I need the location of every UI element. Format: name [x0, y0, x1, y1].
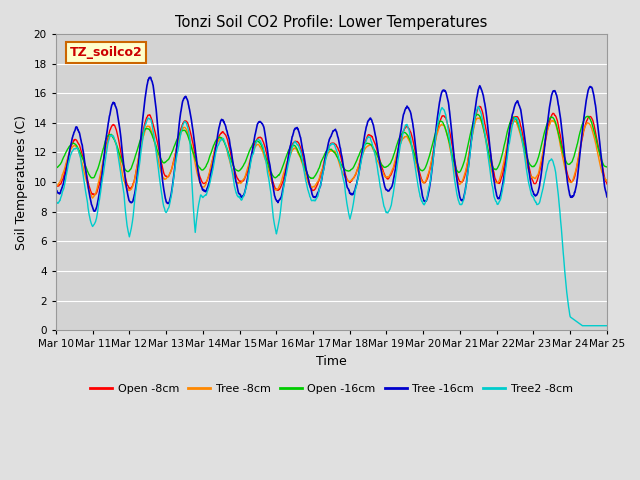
Tree -8cm	[417, 177, 425, 182]
Open -8cm	[490, 168, 497, 174]
Tree -8cm	[476, 115, 484, 121]
Open -8cm	[538, 156, 546, 162]
Open -8cm	[161, 173, 169, 179]
Tree -16cm	[603, 194, 611, 200]
Open -8cm	[603, 181, 611, 187]
Tree2 -8cm	[490, 189, 497, 194]
Tree -16cm	[538, 163, 546, 169]
Open -16cm	[538, 139, 546, 145]
Tree2 -8cm	[175, 144, 182, 150]
Open -8cm	[237, 179, 244, 184]
Open -16cm	[161, 160, 169, 166]
Tree -8cm	[52, 182, 60, 188]
Tree2 -8cm	[474, 104, 482, 109]
Line: Open -8cm: Open -8cm	[56, 107, 607, 195]
Open -16cm	[175, 134, 182, 140]
Open -8cm	[476, 104, 484, 109]
Title: Tonzi Soil CO2 Profile: Lower Temperatures: Tonzi Soil CO2 Profile: Lower Temperatur…	[175, 15, 488, 30]
X-axis label: Time: Time	[316, 355, 347, 368]
Tree -8cm	[538, 153, 546, 159]
Line: Open -16cm: Open -16cm	[56, 114, 607, 179]
Text: TZ_soilco2: TZ_soilco2	[70, 46, 142, 59]
Tree -16cm	[418, 187, 426, 193]
Tree -8cm	[89, 195, 97, 201]
Tree -16cm	[146, 74, 154, 80]
Tree -16cm	[490, 175, 497, 180]
Open -16cm	[603, 164, 611, 170]
Tree -16cm	[175, 122, 183, 128]
Open -16cm	[236, 167, 244, 173]
Line: Tree2 -8cm: Tree2 -8cm	[56, 107, 607, 326]
Tree2 -8cm	[236, 195, 244, 201]
Tree -16cm	[91, 208, 99, 214]
Tree -8cm	[161, 176, 169, 182]
Tree -16cm	[52, 185, 60, 191]
Tree2 -8cm	[579, 323, 586, 329]
Open -8cm	[175, 135, 182, 141]
Line: Tree -8cm: Tree -8cm	[56, 118, 607, 198]
Tree -8cm	[237, 180, 244, 186]
Line: Tree -16cm: Tree -16cm	[56, 77, 607, 211]
Open -8cm	[417, 175, 425, 181]
Tree -8cm	[603, 178, 611, 183]
Tree2 -8cm	[52, 198, 60, 204]
Tree2 -8cm	[417, 196, 425, 202]
Open -8cm	[90, 192, 98, 198]
Open -16cm	[490, 166, 497, 171]
Open -16cm	[417, 168, 425, 173]
Tree -8cm	[490, 175, 497, 181]
Open -16cm	[474, 111, 481, 117]
Open -8cm	[52, 181, 60, 187]
Tree2 -8cm	[538, 190, 546, 196]
Tree -16cm	[162, 197, 170, 203]
Open -16cm	[52, 166, 60, 171]
Legend: Open -8cm, Tree -8cm, Open -16cm, Tree -16cm, Tree2 -8cm: Open -8cm, Tree -8cm, Open -16cm, Tree -…	[86, 380, 577, 399]
Y-axis label: Soil Temperatures (C): Soil Temperatures (C)	[15, 115, 28, 250]
Tree2 -8cm	[603, 323, 611, 329]
Tree2 -8cm	[161, 208, 169, 214]
Tree -8cm	[175, 137, 182, 143]
Open -16cm	[307, 176, 315, 181]
Tree -16cm	[237, 193, 244, 199]
